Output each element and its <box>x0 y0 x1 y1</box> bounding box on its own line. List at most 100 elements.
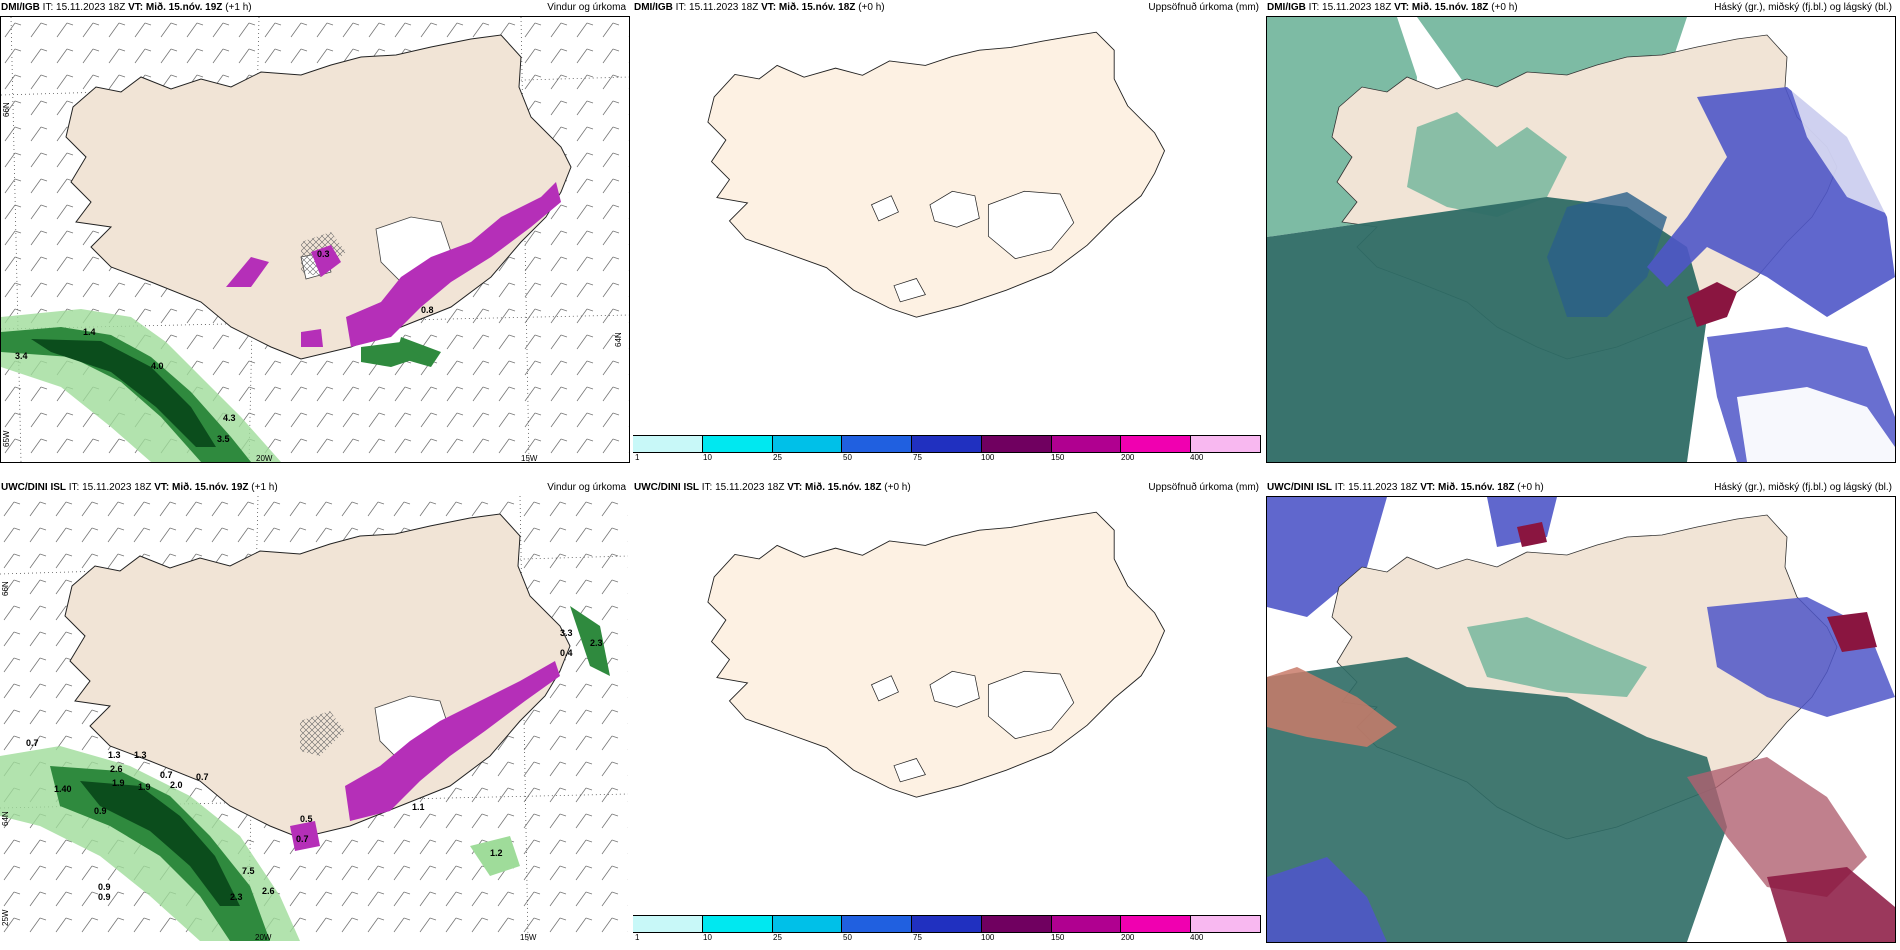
precip-dark <box>31 339 216 447</box>
clear-area <box>1787 57 1895 217</box>
colorbar-label: 200 <box>1121 453 1135 462</box>
panel-clouds-dmi: DMI/IGB IT: 15.11.2023 18Z VT: Mið. 15.n… <box>1266 0 1896 463</box>
source-label: UWC/DINI ISL <box>1 482 66 493</box>
precip-green <box>361 342 421 367</box>
glacier <box>893 278 926 303</box>
source-label: UWC/DINI ISL <box>634 482 699 493</box>
precip-light <box>470 836 520 876</box>
vt-label: VT: <box>128 2 144 13</box>
clear-area <box>1737 387 1895 462</box>
vt-label: VT: <box>787 482 803 493</box>
lon-label: 15W <box>520 933 537 941</box>
field-title: Uppsöfnuð úrkoma (mm) <box>1148 482 1259 493</box>
colorbar-segment <box>772 916 843 932</box>
panel-accum-precip-uwc: UWC/DINI ISL IT: 15.11.2023 18Z VT: Mið.… <box>633 480 1263 943</box>
iceland-land <box>707 511 1166 798</box>
value-label: 4.3 <box>223 413 236 423</box>
lead-time: (+0 h) <box>884 482 911 493</box>
value-label: 0.7 <box>196 772 209 782</box>
precip-dark <box>80 781 240 906</box>
lon-label: 20W <box>256 454 273 462</box>
low-cloud <box>1267 497 1387 617</box>
lead-time: (+0 h) <box>858 2 885 13</box>
glacier <box>987 670 1075 740</box>
value-label: 0.7 <box>26 738 39 748</box>
value-label: 0.9 <box>98 882 111 892</box>
map-canvas[interactable] <box>1266 16 1896 463</box>
lat-label: 66N <box>1 581 10 596</box>
high-cloud <box>1407 112 1567 217</box>
glacier <box>893 758 926 783</box>
dark-red-area <box>1687 757 1867 897</box>
vt-label: VT: <box>761 2 777 13</box>
value-label: 1.9 <box>138 782 151 792</box>
colorbar-label: 100 <box>981 933 995 942</box>
value-label: 1.4 <box>83 327 96 337</box>
value-label: 1.9 <box>112 778 125 788</box>
precip-magenta <box>345 661 560 821</box>
value-label: 1.2 <box>490 848 503 858</box>
colorbar-segment <box>702 916 773 932</box>
lead-time: (+0 h) <box>1491 2 1518 13</box>
it-value: 15.11.2023 18Z <box>1348 482 1418 493</box>
value-label: 0.7 <box>160 770 173 780</box>
colorbar-label: 1 <box>635 453 640 462</box>
panel-wind-precip-uwc: UWC/DINI ISL IT: 15.11.2023 18Z VT: Mið.… <box>0 480 630 943</box>
vt-value: Mið. 15.nóv. 18Z <box>778 2 856 13</box>
map-canvas[interactable] <box>1266 496 1896 943</box>
value-label: 0.4 <box>560 648 573 658</box>
it-value: 15.11.2023 18Z <box>715 482 785 493</box>
lon-label: 20W <box>255 933 272 941</box>
map-canvas[interactable]: 1.4 3.4 4.0 4.3 3.5 0.3 0.8 20W 15W 66N … <box>0 16 630 463</box>
lat-label: 65W <box>2 430 11 447</box>
precip-values: 1.4 3.4 4.0 4.3 3.5 0.3 0.8 <box>15 249 434 444</box>
it-label: IT: <box>701 482 713 493</box>
vt-label: VT: <box>1394 2 1410 13</box>
panel-header: UWC/DINI ISL IT: 15.11.2023 18Z VT: Mið.… <box>633 480 1263 496</box>
value-label: 3.3 <box>560 628 573 638</box>
panel-clouds-uwc: UWC/DINI ISL IT: 15.11.2023 18Z VT: Mið.… <box>1266 480 1896 943</box>
colorbar-segment <box>702 436 773 452</box>
source-label: DMI/IGB <box>634 2 673 13</box>
vt-value: Mið. 15.nóv. 18Z <box>1438 482 1515 493</box>
precip-magenta <box>301 329 323 347</box>
colorbar <box>633 915 1262 933</box>
precip-values: 0.7 1.3 1.3 2.6 1.9 1.9 2.0 0.7 0.7 1.40… <box>26 628 603 902</box>
value-label: 1.3 <box>108 750 121 760</box>
colorbar-label: 400 <box>1190 933 1204 942</box>
vt-value: Mið. 15.nóv. 19Z <box>172 482 249 493</box>
map-canvas[interactable]: 0.7 1.3 1.3 2.6 1.9 1.9 2.0 0.7 0.7 1.40… <box>0 496 630 943</box>
dark-red-area <box>1687 282 1737 327</box>
colorbar-label: 10 <box>703 453 712 462</box>
panel-accum-precip-dmi: DMI/IGB IT: 15.11.2023 18Z VT: Mið. 15.n… <box>633 0 1263 463</box>
lat-label: 66N <box>2 102 11 117</box>
panel-wind-precip-dmi: DMI/IGB IT: 15.11.2023 18Z VT: Mið. 15.n… <box>0 0 630 463</box>
colorbar-label: 75 <box>913 933 922 942</box>
it-label: IT: <box>68 482 80 493</box>
colorbar-labels: 1 10 25 50 75 100 150 200 400 <box>633 453 1261 463</box>
source-label: UWC/DINI ISL <box>1267 482 1332 493</box>
dark-red-area <box>1767 867 1895 942</box>
it-value: 15.11.2023 18Z <box>56 2 126 13</box>
map-canvas[interactable]: 1 10 25 50 75 100 150 200 400 <box>633 16 1263 463</box>
low-cloud <box>1267 857 1387 942</box>
colorbar-labels: 1 10 25 50 75 100 150 200 400 <box>633 933 1261 943</box>
colorbar-label: 25 <box>773 933 782 942</box>
map-canvas[interactable]: 1 10 25 50 75 100 150 200 400 <box>633 496 1263 943</box>
colorbar-label: 1 <box>635 933 640 942</box>
value-label: 2.6 <box>262 886 275 896</box>
panel-header: UWC/DINI ISL IT: 15.11.2023 18Z VT: Mið.… <box>1266 480 1896 496</box>
lon-label: 15W <box>521 454 538 462</box>
lat-label: 64N <box>614 332 623 347</box>
precip-magenta <box>290 821 320 851</box>
precip-magenta <box>226 257 269 287</box>
value-label: 0.7 <box>296 834 309 844</box>
dark-red-area <box>1827 612 1877 652</box>
colorbar-segment <box>1191 916 1262 932</box>
lead-time: (+0 h) <box>1517 482 1544 493</box>
it-value: 15.11.2023 18Z <box>689 2 759 13</box>
precip-green <box>570 606 610 676</box>
colorbar <box>633 435 1262 453</box>
dark-red-area <box>1517 522 1547 547</box>
value-label: 2.3 <box>230 892 243 902</box>
